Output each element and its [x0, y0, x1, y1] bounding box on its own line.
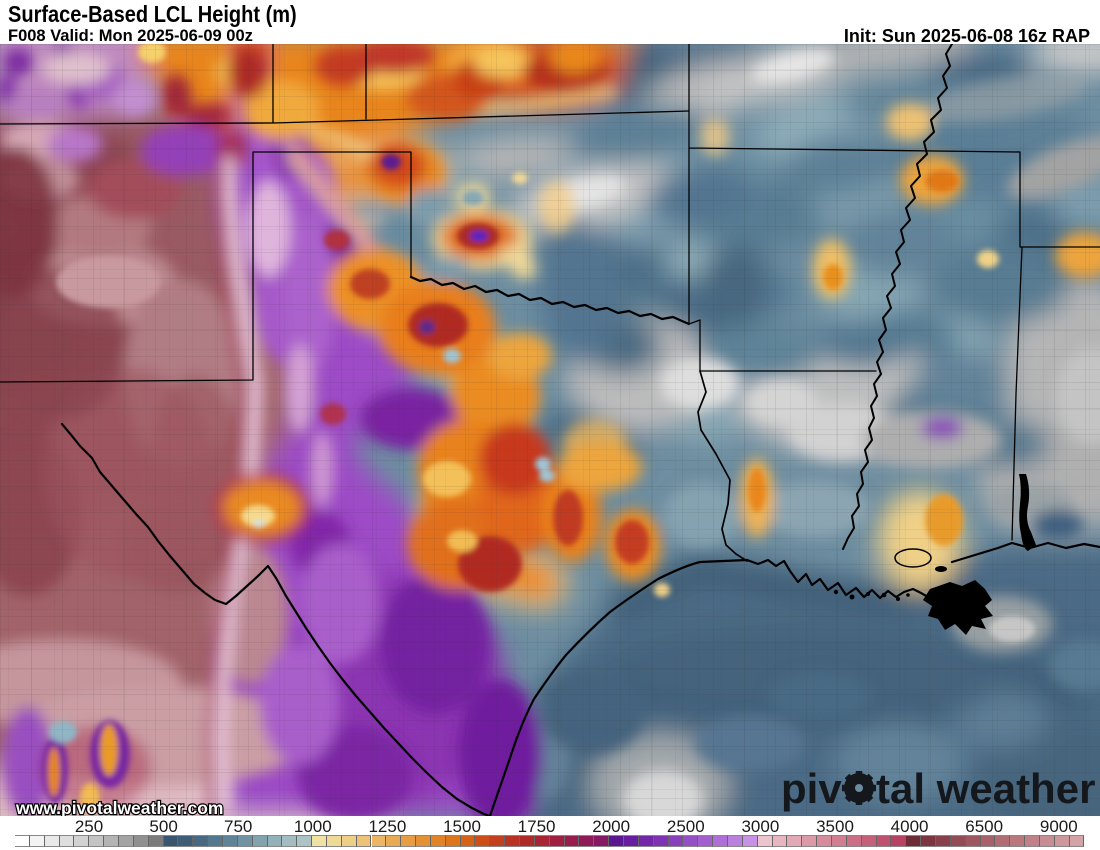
svg-text:www.pivotalweather.com: www.pivotalweather.com [15, 798, 223, 816]
svg-text:piv: piv [781, 765, 842, 812]
svg-text:tal weather: tal weather [876, 765, 1095, 812]
